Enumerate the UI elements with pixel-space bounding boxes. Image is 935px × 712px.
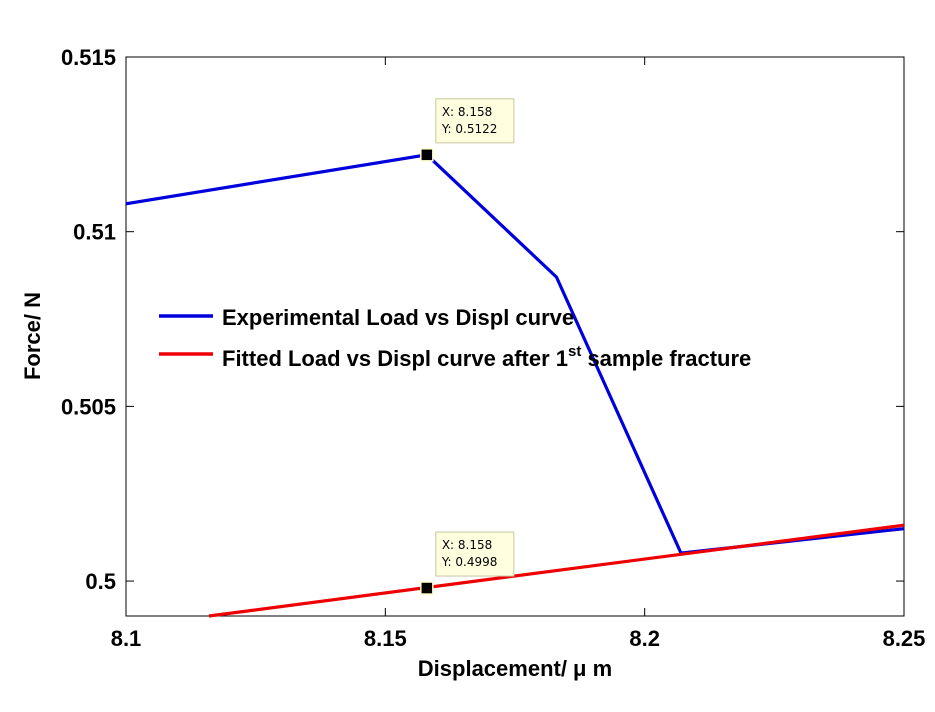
- legend-label-fitted-suffix: sample fracture: [581, 346, 751, 371]
- datatip-x-label: X: 8.158: [442, 538, 492, 552]
- series-lines: [125, 153, 905, 618]
- legend-label-fitted-main: Fitted Load vs Displ curve after 1: [222, 346, 568, 371]
- y-axis-label: Force/ N: [20, 292, 45, 380]
- datatip-y-label: Y: 0.4998: [441, 555, 498, 569]
- datatip-marker: [420, 148, 434, 162]
- datatip: X: 8.158 Y: 0.4998: [435, 531, 515, 577]
- y-tick-label: 0.515: [61, 45, 116, 70]
- x-tick-label: 8.25: [883, 626, 926, 651]
- y-tick-labels: 0.5 0.505 0.51 0.515: [61, 45, 116, 594]
- datatip-markers: [420, 148, 434, 595]
- x-tick-label: 8.2: [629, 626, 660, 651]
- legend: Experimental Load vs Displ curve Fitted …: [159, 305, 751, 371]
- legend-label-fitted-superscript: st: [568, 343, 581, 360]
- x-tick-labels: 8.1 8.15 8.2 8.25: [111, 626, 926, 651]
- datatip-y-label: Y: 0.5122: [441, 122, 498, 136]
- y-tick-label: 0.51: [73, 220, 116, 245]
- axis-ticks: [125, 56, 905, 616]
- datatip-box: [435, 531, 515, 577]
- fitted-series-line: [208, 523, 905, 618]
- datatip-x-label: X: 8.158: [442, 105, 492, 119]
- datatip-box: [435, 98, 515, 144]
- datatip: X: 8.158 Y: 0.5122: [435, 98, 515, 144]
- legend-label-experimental: Experimental Load vs Displ curve: [222, 305, 574, 330]
- x-tick-label: 8.15: [364, 626, 407, 651]
- y-tick-label: 0.5: [85, 569, 116, 594]
- legend-label-fitted: Fitted Load vs Displ curve after 1st sam…: [222, 343, 751, 371]
- y-tick-label: 0.505: [61, 394, 116, 419]
- plot-background: [125, 56, 905, 617]
- datatip-marker: [420, 581, 434, 595]
- datatips: X: 8.158 Y: 0.5122 X: 8.158 Y: 0.4998: [435, 98, 515, 577]
- x-tick-label: 8.1: [111, 626, 142, 651]
- x-axis-label: Displacement/ μ m: [418, 656, 612, 681]
